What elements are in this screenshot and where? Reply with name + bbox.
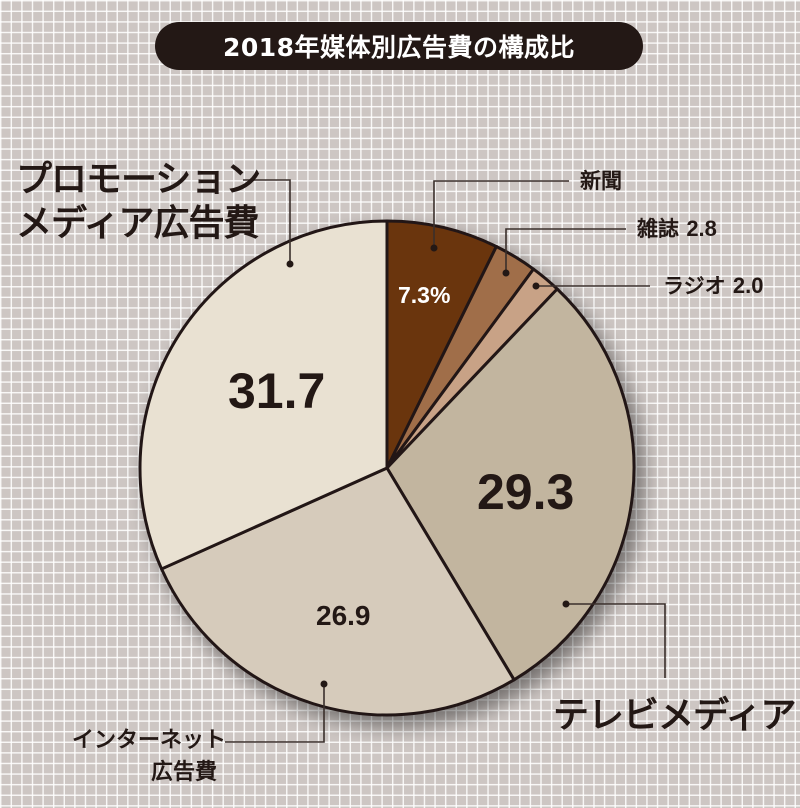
- leader-newspaper: [433, 180, 569, 248]
- value-promotion: 31.7: [228, 363, 326, 419]
- leader-internet: [225, 684, 325, 743]
- pie-slice: [385, 219, 498, 470]
- pie-slice: [138, 219, 389, 571]
- label-promotion-line1: プロモーション: [16, 159, 261, 200]
- leader-lines: [225, 179, 666, 743]
- label-internet-line2: 広告費: [150, 760, 217, 785]
- leader-promotion: [243, 179, 291, 264]
- label-radio-name: ラジオ: [663, 274, 726, 298]
- label-magazine-name: 雑誌: [637, 217, 679, 241]
- leader-dots: [286, 244, 570, 688]
- label-promotion: プロモーション メディア広告費: [16, 158, 261, 246]
- label-promotion-line2: メディア広告費: [16, 203, 259, 244]
- label-radio-value: 2.0: [732, 273, 764, 298]
- leader-tv: [566, 603, 666, 678]
- label-radio: ラジオ 2.0: [663, 273, 764, 299]
- label-magazine: 雑誌 2.8: [637, 216, 717, 242]
- label-newspaper: 新聞: [580, 169, 622, 193]
- chart-title-text: 2018年媒体別広告費の構成比: [222, 33, 576, 62]
- pie-slices: [138, 219, 636, 717]
- label-internet-line1: インターネット: [72, 728, 227, 753]
- value-internet: 26.9: [316, 600, 371, 631]
- leader-magazine: [505, 228, 626, 273]
- label-internet: インターネット 広告費: [72, 728, 227, 786]
- value-tv: 29.3: [477, 464, 575, 520]
- label-magazine-value: 2.8: [686, 216, 717, 241]
- value-newspaper: 7.3%: [398, 282, 451, 308]
- chart-title: 2018年媒体別広告費の構成比: [155, 22, 643, 70]
- pie-slice: [385, 287, 636, 682]
- label-tv: テレビメディア: [553, 695, 796, 736]
